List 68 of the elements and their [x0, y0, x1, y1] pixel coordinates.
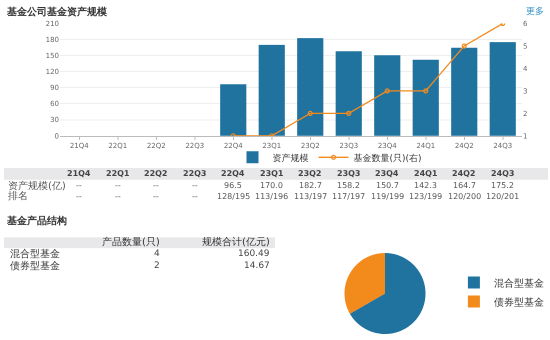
bar — [336, 51, 362, 136]
data-label: 160.49 — [238, 249, 270, 259]
text: 119/199 — [371, 192, 404, 201]
text: 基金产品结构 — [6, 215, 67, 227]
text: -- — [115, 181, 121, 190]
bar — [258, 44, 285, 136]
bar — [220, 84, 246, 136]
text: -- — [76, 192, 82, 201]
category-label: 24Q1 — [414, 169, 438, 178]
bar — [374, 55, 400, 136]
text: 120/201 — [486, 192, 520, 201]
text: 120/200 — [448, 192, 482, 201]
chart-title: 基金公司基金资产规模 — [6, 6, 108, 18]
data-label: 158.2 — [337, 181, 360, 190]
category-label: 混合型基金 — [10, 248, 60, 260]
category-label: 24Q3 — [491, 169, 514, 178]
text: 117/197 — [332, 192, 366, 201]
text: 资产规模(亿) — [8, 180, 66, 192]
data-label: 96.5 — [224, 181, 242, 190]
data-label: 150.7 — [376, 181, 399, 190]
data-label: 142.3 — [414, 181, 437, 190]
category-label: 23Q2 — [298, 169, 322, 178]
category-label: 22Q1 — [106, 169, 130, 178]
category-label: 22Q4 — [221, 169, 244, 178]
text: 128/195 — [217, 192, 250, 201]
data-label: 164.7 — [453, 181, 476, 190]
pie-slice — [350, 253, 426, 334]
data-label: 14.67 — [244, 261, 270, 271]
legend-label: 混合型基金 — [494, 277, 544, 290]
pie-slice — [344, 253, 385, 314]
bar — [490, 42, 516, 136]
text: 123/199 — [409, 192, 442, 201]
data-label: 182.7 — [299, 181, 322, 190]
text: -- — [192, 192, 198, 201]
text: -- — [153, 192, 159, 201]
point — [423, 88, 428, 94]
text: 更多 — [526, 6, 544, 17]
text: -- — [115, 192, 121, 201]
text: -- — [192, 181, 198, 190]
point — [308, 110, 313, 116]
point — [384, 88, 390, 94]
point — [346, 110, 352, 116]
category-label: 22Q2 — [144, 169, 168, 178]
legend-label: 基金数量(只)(右) — [354, 152, 422, 164]
bar — [412, 60, 439, 136]
text: -- — [153, 181, 159, 190]
category-label: 21Q4 — [67, 169, 90, 178]
data-label: 175.2 — [491, 181, 514, 190]
text: 113/197 — [294, 192, 328, 201]
data-label: 170.0 — [260, 181, 283, 190]
text: -- — [76, 181, 82, 190]
category-label: 24Q2 — [452, 169, 476, 178]
point — [462, 43, 467, 49]
category-label: 23Q3 — [337, 169, 360, 178]
category-label: 23Q1 — [260, 169, 284, 178]
bar — [297, 38, 324, 136]
data-label: 4 — [154, 249, 160, 259]
category-label: 23Q4 — [375, 169, 398, 178]
bar — [451, 48, 478, 136]
data-label: 2 — [154, 261, 160, 271]
text: 产品数量(只) — [102, 236, 160, 248]
legend-label: 资产规模 — [272, 152, 308, 164]
text: 规模合计(亿元) — [202, 236, 270, 248]
category-label: 22Q3 — [183, 169, 206, 178]
legend-label: 债券型基金 — [494, 296, 544, 308]
category-label: 债券型基金 — [10, 260, 60, 272]
text: 排名 — [8, 190, 28, 202]
text: 113/196 — [255, 192, 288, 201]
